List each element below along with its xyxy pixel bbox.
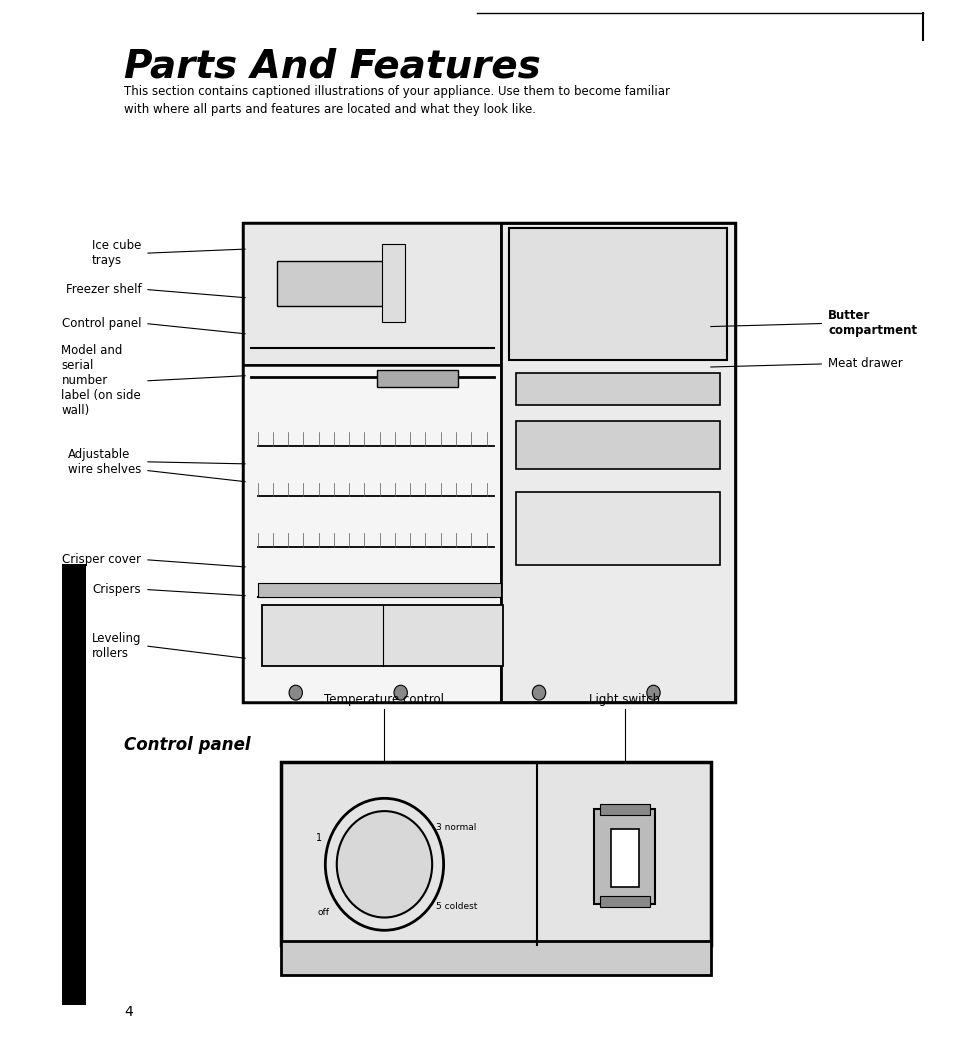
FancyBboxPatch shape (243, 223, 500, 365)
FancyBboxPatch shape (257, 583, 500, 597)
Text: Light switch: Light switch (589, 694, 659, 706)
FancyBboxPatch shape (276, 261, 384, 306)
FancyBboxPatch shape (62, 564, 86, 1005)
FancyBboxPatch shape (281, 762, 710, 945)
Text: Ice cube
trays: Ice cube trays (91, 239, 141, 267)
FancyBboxPatch shape (599, 896, 649, 907)
Text: 3 normal: 3 normal (436, 822, 476, 832)
Text: 4: 4 (124, 1005, 132, 1019)
Text: Parts And Features: Parts And Features (124, 48, 540, 86)
Text: Meat drawer: Meat drawer (827, 358, 902, 370)
Text: Butter
compartment: Butter compartment (827, 310, 916, 337)
Circle shape (646, 685, 659, 700)
Circle shape (289, 685, 302, 700)
FancyBboxPatch shape (381, 245, 405, 322)
Circle shape (532, 685, 545, 700)
Text: 1: 1 (316, 833, 322, 843)
Text: Freezer shelf: Freezer shelf (66, 283, 141, 296)
Text: Adjustable
wire shelves: Adjustable wire shelves (68, 448, 141, 476)
FancyBboxPatch shape (515, 493, 720, 565)
Text: Temperature control: Temperature control (324, 694, 444, 706)
Text: off: off (316, 908, 329, 917)
FancyBboxPatch shape (599, 804, 649, 815)
FancyBboxPatch shape (515, 421, 720, 469)
Text: Control panel: Control panel (124, 736, 251, 754)
FancyBboxPatch shape (243, 223, 734, 702)
Text: This section contains captioned illustrations of your appliance. Use them to bec: This section contains captioned illustra… (124, 85, 669, 116)
FancyBboxPatch shape (610, 829, 639, 887)
FancyBboxPatch shape (500, 223, 734, 702)
Circle shape (336, 811, 432, 917)
Text: Model and
serial
number
label (on side
wall): Model and serial number label (on side w… (61, 345, 141, 417)
FancyBboxPatch shape (281, 941, 710, 975)
FancyBboxPatch shape (515, 373, 720, 405)
FancyBboxPatch shape (243, 365, 500, 702)
FancyBboxPatch shape (376, 370, 457, 387)
Text: Leveling
rollers: Leveling rollers (91, 632, 141, 660)
FancyBboxPatch shape (262, 604, 502, 666)
Text: Crisper cover: Crisper cover (62, 553, 141, 566)
Text: Crispers: Crispers (92, 583, 141, 596)
Text: 5 coldest: 5 coldest (436, 902, 476, 912)
FancyBboxPatch shape (594, 809, 655, 904)
Circle shape (394, 685, 407, 700)
Text: Control panel: Control panel (62, 317, 141, 330)
FancyBboxPatch shape (508, 228, 726, 361)
